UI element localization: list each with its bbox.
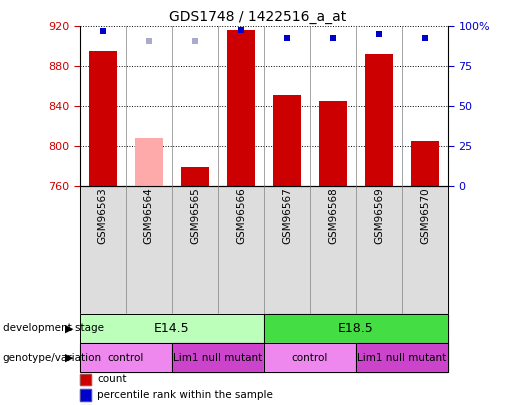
Text: E18.5: E18.5 [338, 322, 374, 335]
Text: control: control [292, 353, 328, 362]
Text: Lim1 null mutant: Lim1 null mutant [173, 353, 263, 362]
Text: percentile rank within the sample: percentile rank within the sample [97, 390, 273, 400]
Text: genotype/variation: genotype/variation [3, 353, 101, 362]
Bar [365, 54, 393, 186]
Text: control: control [108, 353, 144, 362]
Bar [319, 101, 347, 186]
Text: E14.5: E14.5 [154, 322, 190, 335]
Bar [89, 51, 116, 186]
Bar [135, 138, 163, 186]
Text: GDS1748 / 1422516_a_at: GDS1748 / 1422516_a_at [169, 10, 346, 24]
Text: ▶: ▶ [65, 353, 74, 362]
Text: development stage: development stage [3, 324, 104, 333]
Text: Lim1 null mutant: Lim1 null mutant [357, 353, 447, 362]
Bar [411, 141, 439, 186]
Text: count: count [97, 375, 127, 384]
Bar [181, 167, 209, 186]
Bar [227, 30, 255, 186]
Text: ▶: ▶ [65, 324, 74, 333]
Bar [273, 95, 301, 186]
